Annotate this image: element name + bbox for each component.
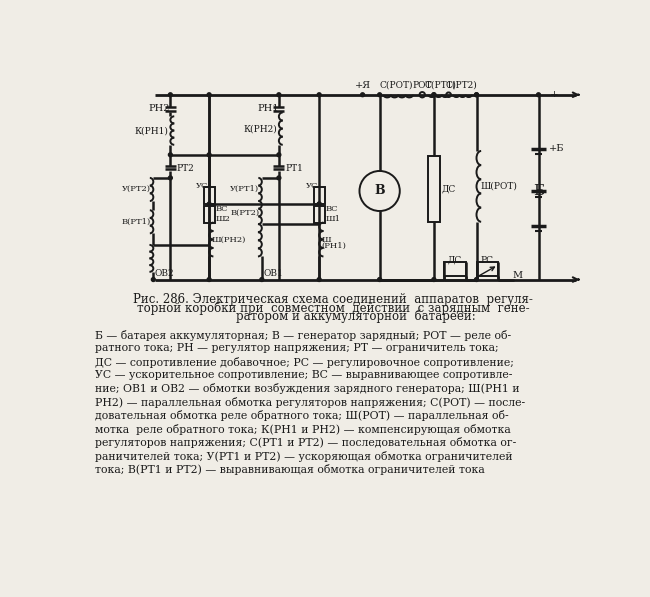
Text: ДС — сопротивление добавочное; РС — регулировочное сопротивление;: ДС — сопротивление добавочное; РС — регу… [95,356,514,368]
Circle shape [207,93,211,97]
Text: В: В [374,184,385,198]
Circle shape [317,93,321,97]
Circle shape [378,278,382,281]
Text: мотка  реле обратного тока; К(РН1 и РН2) — компенсирующая обмотка: мотка реле обратного тока; К(РН1 и РН2) … [95,424,511,435]
Text: ВС: ВС [326,205,338,213]
Circle shape [277,176,281,180]
Circle shape [168,153,172,157]
Text: Ш(РОТ): Ш(РОТ) [480,182,517,191]
Circle shape [474,93,478,97]
Circle shape [474,278,478,281]
Text: У(РТ1): У(РТ1) [230,184,259,193]
Text: +Я: +Я [354,81,370,90]
Text: ОВ1: ОВ1 [263,269,283,278]
Text: РОТ: РОТ [413,81,432,90]
Text: торной коробки при  совместном  действии  с зарядным  гене-: торной коробки при совместном действии с… [136,301,530,315]
Circle shape [432,93,436,97]
Text: РН2) — параллельная обмотка регуляторов напряжения; С(РОТ) — после-: РН2) — параллельная обмотка регуляторов … [95,397,525,408]
Text: Ш1: Ш1 [326,216,341,223]
Circle shape [277,153,281,157]
Text: К(РН1): К(РН1) [135,127,169,136]
Circle shape [151,278,155,281]
Text: ОВ2: ОВ2 [155,269,174,278]
Circle shape [361,93,365,97]
Text: (РН1): (РН1) [322,242,346,250]
Text: ратором и аккумуляторной  батареей:: ратором и аккумуляторной батареей: [190,310,476,323]
Bar [203,187,214,204]
Text: Ш: Ш [322,235,331,244]
Text: В(РТ2): В(РТ2) [230,208,259,217]
Circle shape [207,278,211,281]
Text: С(РТ1): С(РТ1) [424,80,456,89]
Text: ратного тока; РН — регулятор напряжения; РТ — ограничитель тока;: ратного тока; РН — регулятор напряжения;… [95,343,499,353]
Circle shape [168,93,172,97]
Text: Б — батарея аккумуляторная; В — генератор зарядный; РОТ — реле об-: Б — батарея аккумуляторная; В — генерато… [95,330,512,341]
Text: РН2: РН2 [149,104,170,113]
Text: С(РТ2): С(РТ2) [445,80,477,89]
Circle shape [432,278,436,281]
Circle shape [317,278,321,281]
Bar [428,156,440,222]
Text: К(РН2): К(РН2) [244,124,278,133]
Text: У(РТ2): У(РТ2) [122,184,151,193]
Text: ДС: ДС [448,256,462,265]
Circle shape [317,202,321,206]
Text: Б: Б [533,184,544,198]
Text: РТ1: РТ1 [285,164,303,173]
Bar [314,205,324,223]
Text: Ш(РН2): Ш(РН2) [211,235,246,244]
Circle shape [432,93,436,97]
Circle shape [277,93,281,97]
Text: ДС: ДС [441,184,456,193]
Text: тока; В(РТ1 и РТ2) — выравнивающая обмотка ограничителей тока: тока; В(РТ1 и РТ2) — выравнивающая обмот… [95,464,485,475]
Circle shape [474,93,478,97]
Circle shape [168,176,172,180]
Circle shape [378,93,382,97]
Text: ВС: ВС [215,205,228,213]
Text: УС: УС [196,181,209,190]
Circle shape [260,278,264,281]
Bar [314,187,324,204]
Text: М: М [512,271,523,280]
Text: Рис. 286. Электрическая схема соединений  аппаратов  регуля-: Рис. 286. Электрическая схема соединений… [133,293,533,306]
Circle shape [207,202,211,206]
Circle shape [317,202,321,206]
Text: Ш2: Ш2 [215,216,230,223]
Text: УС: УС [306,181,318,190]
Text: РН1: РН1 [257,104,279,113]
Text: УС — ускорительное сопротивление; ВС — выравнивающее сопротивле-: УС — ускорительное сопротивление; ВС — в… [95,370,513,380]
Text: РС: РС [481,256,494,265]
Text: регуляторов напряжения; С(РТ1 и РТ2) — последовательная обмотка ог-: регуляторов напряжения; С(РТ1 и РТ2) — п… [95,438,517,448]
Bar [444,262,465,276]
Circle shape [207,153,211,157]
Text: В(РТ1): В(РТ1) [122,218,151,226]
Text: +Б: +Б [549,144,565,153]
Text: довательная обмотка реле обратного тока; Ш(РОТ) — параллельная об-: довательная обмотка реле обратного тока;… [95,411,509,421]
Text: раничителей тока; У(РТ1 и РТ2) — ускоряющая обмотка ограничителей: раничителей тока; У(РТ1 и РТ2) — ускоряю… [95,451,513,462]
Text: +: + [549,90,558,99]
Text: РТ2: РТ2 [177,164,194,173]
Text: С(РОТ): С(РОТ) [380,80,413,89]
Bar [203,205,214,223]
Circle shape [536,93,540,97]
Text: ние; ОВ1 и ОВ2 — обмотки возбуждения зарядного генератора; Ш(РН1 и: ние; ОВ1 и ОВ2 — обмотки возбуждения зар… [95,383,520,395]
Bar [476,262,498,276]
